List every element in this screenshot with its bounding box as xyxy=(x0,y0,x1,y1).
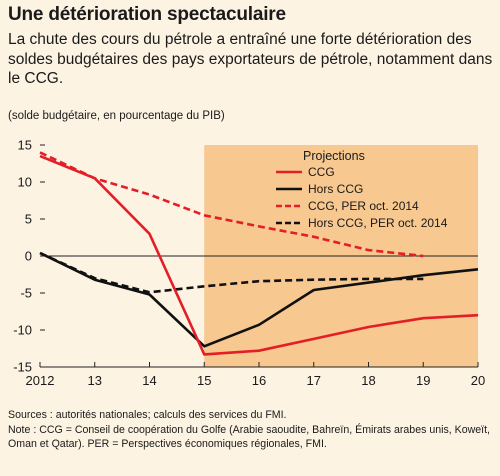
chart-subtitle: La chute des cours du pétrole a entraîné… xyxy=(8,31,493,87)
legend-label-3: Hors CCG, PER oct. 2014 xyxy=(308,216,448,230)
x-tick-label: 17 xyxy=(307,373,321,388)
projections-label: Projections xyxy=(303,149,365,163)
chart-title: Une détérioration spectaculaire xyxy=(8,4,286,25)
series-line-3 xyxy=(39,251,424,294)
x-tick-label: 13 xyxy=(88,373,102,388)
sources-note: Sources : autorités nationales; calculs … xyxy=(8,409,287,421)
x-tick-label: 15 xyxy=(197,373,211,388)
x-tick-label: 19 xyxy=(416,373,430,388)
units-label: (solde budgétaire, en pourcentage du PIB… xyxy=(8,110,225,122)
series-line-1 xyxy=(39,251,479,348)
y-tick-label: -15 xyxy=(13,360,32,375)
y-tick-label: -10 xyxy=(13,323,32,338)
x-tick-label: 18 xyxy=(361,373,375,388)
x-tick-label: 20 xyxy=(471,373,485,388)
x-tick-label: 14 xyxy=(142,373,156,388)
y-tick-label: 15 xyxy=(18,138,32,153)
series-line-0 xyxy=(39,154,479,356)
definitions-note: Note : CCG = Conseil de coopération du G… xyxy=(8,423,490,451)
series-line-2 xyxy=(39,151,424,258)
x-tick-label: 16 xyxy=(252,373,266,388)
y-tick-label: -5 xyxy=(20,286,32,301)
x-tick-label: 2012 xyxy=(26,373,55,388)
legend-label-1: Hors CCG xyxy=(308,182,363,196)
y-tick-label: 0 xyxy=(25,249,32,264)
chart-notes: Sources : autorités nationales; calculs … xyxy=(8,408,494,452)
y-tick-label: 10 xyxy=(18,175,32,190)
legend-label-2: CCG, PER oct. 2014 xyxy=(308,199,419,213)
y-tick-label: 5 xyxy=(25,212,32,227)
legend-label-0: CCG xyxy=(308,165,335,179)
